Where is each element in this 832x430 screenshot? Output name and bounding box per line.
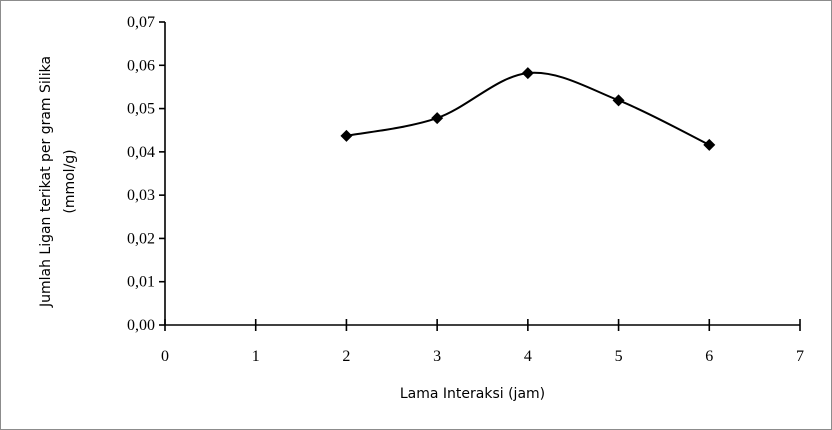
- ticks: 0,00 0,01 0,02 0,03 0,04 0,05 0,06 0,07 0 1 2 3 4 5 6 7: [127, 14, 804, 365]
- x-tick-label: 7: [796, 348, 804, 365]
- y-tick-label: 0,00: [127, 317, 155, 334]
- y-axis-title: Jumlah Ligan terikat per gram Silika (mm…: [38, 56, 78, 308]
- y-tick-label: 0,02: [127, 230, 155, 247]
- y-tick-label: 0,03: [127, 187, 155, 204]
- x-axis-title: Lama Interaksi (jam): [400, 386, 545, 402]
- x-tick-label: 4: [524, 348, 532, 365]
- x-tick-label: 3: [433, 348, 441, 365]
- data-point-marker: [612, 94, 625, 107]
- y-axis-title-line1: Jumlah Ligan terikat per gram Silika: [38, 56, 54, 308]
- x-tick-label: 1: [252, 348, 260, 365]
- y-tick-label: 0,05: [127, 101, 155, 118]
- y-tick-label: 0,01: [127, 274, 155, 291]
- data-point-marker: [521, 67, 534, 80]
- data-point-marker: [340, 129, 353, 142]
- x-tick-label: 5: [615, 348, 623, 365]
- data-point-marker: [703, 138, 716, 151]
- x-tick-label: 0: [161, 348, 169, 365]
- series-group: [340, 67, 716, 151]
- y-tick-label: 0,07: [127, 14, 155, 31]
- data-point-marker: [431, 112, 444, 125]
- axes: [164, 22, 800, 326]
- x-tick-label: 6: [705, 348, 713, 365]
- y-tick-label: 0,04: [127, 144, 155, 161]
- y-tick-label: 0,06: [127, 57, 155, 74]
- series-line: [346, 71, 710, 146]
- x-tick-label: 2: [342, 348, 350, 365]
- y-axis-title-line2: (mmol/g): [62, 149, 78, 213]
